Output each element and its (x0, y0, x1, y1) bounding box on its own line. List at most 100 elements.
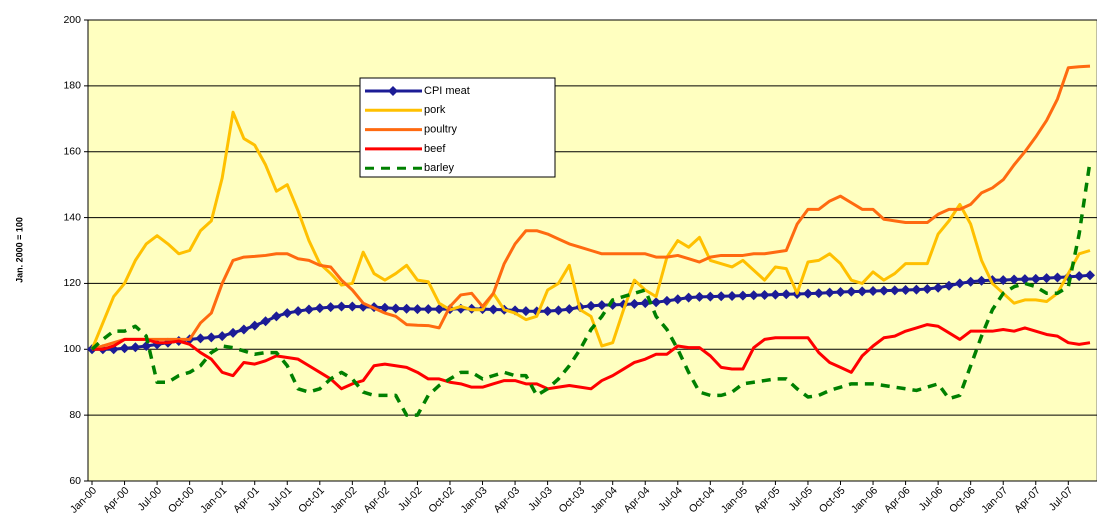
x-tick-label: Jul-04 (656, 484, 685, 513)
x-tick-label: Apr-06 (882, 484, 913, 515)
data-point (943, 280, 954, 291)
data-point (683, 292, 694, 303)
data-point (520, 306, 531, 317)
data-point (770, 289, 781, 300)
data-point (672, 294, 683, 305)
x-tick-label: Jul-03 (526, 484, 555, 513)
x-tick-label: Jan-02 (328, 484, 359, 515)
data-point (1085, 270, 1095, 281)
series-line (91, 64, 1091, 351)
legend-label: beef (424, 143, 446, 155)
series-line (90, 110, 1091, 350)
data-point (868, 286, 879, 297)
data-point (488, 304, 499, 315)
data-point (586, 300, 596, 311)
data-point (813, 288, 824, 299)
data-point (965, 276, 976, 287)
data-point (390, 303, 401, 314)
data-point (759, 289, 770, 300)
data-point (900, 285, 911, 296)
data-point (727, 290, 738, 301)
x-tick-label: Jan-00 (68, 484, 99, 515)
data-point (705, 291, 716, 302)
data-point (423, 304, 434, 315)
data-point (260, 316, 271, 327)
data-point (271, 311, 282, 322)
legend-marker (388, 86, 398, 96)
data-point (889, 285, 900, 296)
x-tick-label: Jul-02 (396, 484, 425, 513)
x-tick-label: Jul-01 (266, 484, 295, 513)
data-point (911, 284, 922, 295)
y-tick-label: 120 (63, 277, 81, 289)
data-point (542, 306, 553, 317)
data-point (802, 288, 813, 299)
data-point (835, 286, 846, 297)
data-point (824, 287, 835, 298)
legend-label: poultry (424, 124, 458, 136)
data-point (141, 340, 152, 351)
data-point (857, 286, 868, 297)
data-point (933, 282, 944, 293)
x-tick-label: Jan-06 (849, 484, 880, 515)
x-tick-label: Apr-00 (101, 484, 132, 515)
x-tick-label: Jan-03 (458, 484, 489, 515)
data-point (412, 304, 423, 315)
data-point (954, 278, 965, 289)
data-point (1019, 274, 1030, 285)
x-tick-label: Jan-04 (589, 484, 620, 515)
x-tick-label: Oct-03 (556, 484, 587, 515)
data-point (661, 295, 672, 306)
data-point (401, 303, 412, 314)
data-point (434, 304, 445, 315)
x-tick-label: Apr-01 (231, 484, 262, 515)
data-point (651, 297, 662, 308)
x-tick-label: Apr-05 (752, 484, 783, 515)
data-point (998, 275, 1009, 286)
legend-label: pork (424, 104, 446, 116)
data-point (564, 304, 575, 315)
y-tick-label: 80 (69, 409, 81, 421)
y-tick-label: 140 (63, 211, 81, 223)
data-point (249, 320, 260, 331)
x-tick-label: Oct-06 (947, 484, 978, 515)
data-point (976, 275, 987, 286)
x-tick-label: Oct-00 (166, 484, 197, 515)
series-line (90, 161, 1092, 417)
data-point (694, 291, 705, 302)
data-point (748, 290, 759, 301)
data-point (629, 298, 640, 309)
data-point (737, 290, 748, 301)
data-point (336, 301, 347, 312)
x-tick-label: Apr-07 (1012, 484, 1043, 515)
data-point (282, 308, 293, 319)
data-point (325, 302, 336, 313)
data-point (846, 286, 857, 297)
y-tick-label: 180 (63, 80, 81, 92)
data-point (781, 289, 792, 300)
x-tick-label: Oct-05 (817, 484, 848, 515)
data-point (1009, 274, 1020, 285)
x-tick-label: Oct-04 (687, 484, 718, 515)
x-tick-label: Oct-01 (296, 484, 327, 515)
legend-label: CPI meat (424, 85, 470, 97)
x-tick-label: Apr-02 (361, 484, 392, 515)
y-tick-label: 160 (63, 145, 81, 157)
data-point (238, 324, 249, 335)
data-point (1030, 273, 1041, 284)
data-point (596, 300, 607, 311)
y-tick-label: 200 (63, 14, 81, 26)
data-point (303, 304, 314, 315)
data-point (195, 333, 206, 344)
x-tick-label: Jan-01 (198, 484, 229, 515)
data-point (228, 327, 239, 338)
x-tick-label: Jul-00 (135, 484, 164, 513)
data-point (217, 331, 228, 342)
data-point (347, 301, 358, 312)
data-point (119, 343, 130, 354)
y-tick-label: 100 (63, 343, 81, 355)
data-point (878, 285, 889, 296)
x-tick-label: Jul-07 (1047, 484, 1076, 513)
data-point (1052, 272, 1063, 283)
